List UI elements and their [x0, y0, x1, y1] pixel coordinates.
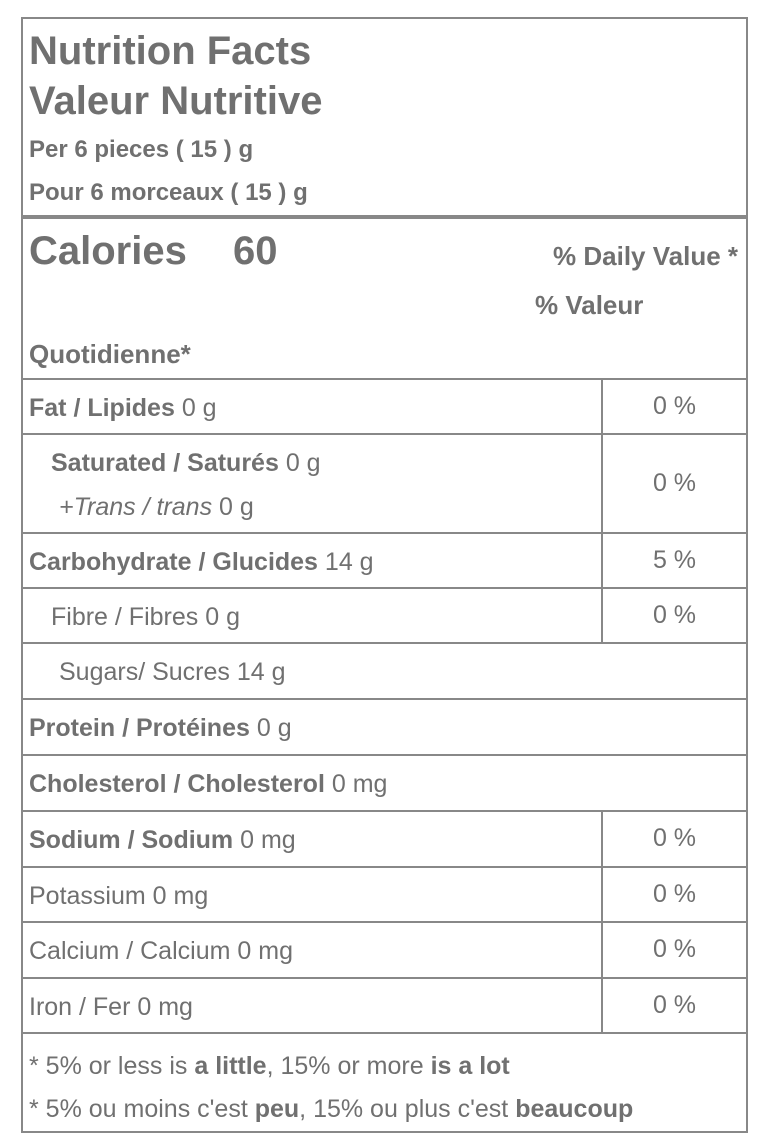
nutrient-line: Carbohydrate / Glucides 14 g: [29, 550, 374, 575]
row-rule: [23, 532, 746, 534]
nutrient-amount: 0 mg: [240, 826, 296, 854]
nutrient-sub-name: +Trans / trans: [59, 493, 213, 521]
title-fr: Valeur Nutritive: [29, 79, 323, 123]
daily-value: 0 %: [652, 391, 697, 420]
row-rule: [23, 921, 746, 923]
footnote-part: peu: [254, 1095, 300, 1123]
footnote-part: is a lot: [430, 1052, 510, 1080]
nutrient-name: Saturated / Saturés: [51, 449, 279, 477]
daily-value: 0 %: [652, 600, 697, 629]
nutrient-name: Iron / Fer: [29, 993, 131, 1021]
daily-value: 0 %: [652, 468, 697, 497]
column-rule: [601, 921, 603, 977]
nutrient-name: Fat / Lipides: [29, 394, 175, 422]
column-rule: [601, 977, 603, 1032]
dv-heading: % Daily Value *: [553, 241, 738, 271]
column-rule: [601, 433, 603, 532]
nutrient-amount: 0 mg: [331, 770, 388, 798]
nutrient-line: Fat / Lipides 0 g: [29, 396, 217, 421]
row-rule: [23, 698, 746, 700]
row-rule: [23, 642, 746, 644]
nutrient-name: Sugars/ Sucres: [59, 658, 230, 686]
calories-label: Calories: [29, 229, 187, 273]
footnote: * 5% or less is a little, 15% or more is…: [29, 1054, 510, 1079]
nutrient-amount: 0 g: [285, 449, 321, 477]
nutrient-sub-line: +Trans / trans 0 g: [59, 495, 254, 520]
footnote-part: , 15% or more: [266, 1052, 424, 1080]
row-rule: [23, 587, 746, 589]
nutrient-name: Protein / Protéines: [29, 714, 250, 742]
row-rule: [23, 1032, 746, 1034]
nutrient-amount: 0 mg: [152, 882, 209, 910]
serving-fr: Pour 6 morceaux ( 15 ) g: [29, 179, 308, 206]
footnote-part: a little: [194, 1052, 267, 1080]
nutrient-line: Potassium 0 mg: [29, 884, 208, 909]
row-rule: [23, 433, 746, 435]
thick-rule: [23, 215, 746, 219]
row-rule: [23, 977, 746, 979]
dv-heading-fr: % Valeur: [535, 290, 644, 320]
nutrient-name: Fibre / Fibres: [51, 603, 199, 631]
daily-value: 0 %: [652, 824, 697, 852]
nutrient-amount: 14 g: [236, 658, 286, 686]
nutrient-line: Saturated / Saturés 0 g: [51, 451, 321, 476]
column-rule: [601, 587, 603, 642]
column-rule: [601, 532, 603, 587]
nutrient-line: Protein / Protéines 0 g: [29, 716, 292, 741]
nutrient-line: Cholesterol / Cholesterol 0 mg: [29, 772, 387, 797]
calories-value: 60: [233, 229, 278, 273]
nutrient-name: Calcium / Calcium: [29, 937, 231, 965]
nutrient-amount: 14 g: [324, 548, 374, 576]
nutrient-line: Sodium / Sodium 0 mg: [29, 828, 296, 853]
nutrient-amount: 0 g: [205, 603, 240, 631]
footnote-part: , 15% ou plus c'est: [299, 1095, 509, 1123]
title: Nutrition Facts: [29, 29, 312, 73]
row-rule: [23, 866, 746, 868]
row-rule: [23, 754, 746, 756]
nutrient-sub-amount: 0 g: [219, 493, 254, 521]
serving: Per 6 pieces ( 15 ) g: [29, 136, 254, 163]
footnote-part: * 5% ou moins c'est: [29, 1095, 248, 1123]
nutrient-amount: 0 mg: [137, 993, 193, 1021]
row-rule: [23, 378, 746, 380]
column-rule: [601, 810, 603, 866]
nutrient-name: Carbohydrate / Glucides: [29, 548, 318, 576]
nutrient-line: Fibre / Fibres 0 g: [51, 605, 240, 630]
nutrient-line: Iron / Fer 0 mg: [29, 995, 193, 1020]
row-rule: [23, 810, 746, 812]
nutrient-amount: 0 g: [181, 394, 217, 422]
footnote-part: * 5% or less is: [29, 1052, 188, 1080]
column-rule: [601, 378, 603, 433]
nutrient-name: Sodium / Sodium: [29, 826, 234, 854]
nutrient-line: Sugars/ Sucres 14 g: [59, 660, 286, 685]
daily-value: 0 %: [652, 990, 697, 1019]
dv-heading-fr: Quotidienne*: [29, 339, 191, 369]
footnote-part: beaucoup: [515, 1095, 634, 1123]
column-rule: [601, 866, 603, 921]
nutrient-amount: 0 g: [256, 714, 292, 742]
footnote: * 5% ou moins c'est peu, 15% ou plus c'e…: [29, 1097, 633, 1122]
nutrient-name: Potassium: [29, 882, 146, 910]
nutrient-amount: 0 mg: [237, 937, 293, 965]
nutrition-label: Nutrition Facts Valeur Nutritive Per 6 p…: [21, 17, 748, 1133]
nutrient-name: Cholesterol / Cholesterol: [29, 770, 325, 798]
daily-value: 0 %: [652, 879, 697, 908]
daily-value: 5 %: [652, 545, 697, 574]
nutrient-line: Calcium / Calcium 0 mg: [29, 939, 293, 964]
daily-value: 0 %: [652, 935, 697, 963]
